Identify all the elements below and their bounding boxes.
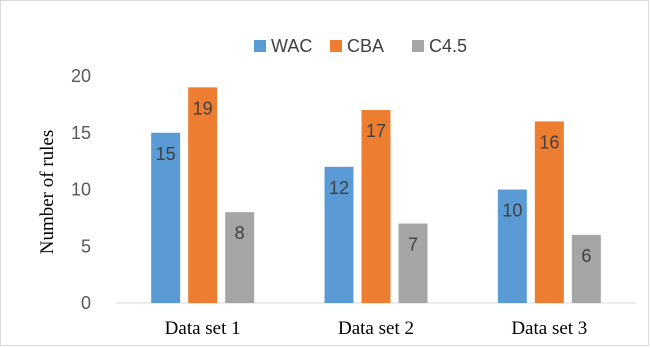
data-label: 8 [235, 223, 245, 243]
legend-label: WAC [271, 36, 312, 56]
y-tick-label: 10 [71, 180, 91, 200]
data-label: 12 [329, 178, 349, 198]
legend-swatch [330, 40, 342, 52]
bar-cba-1 [188, 87, 218, 303]
bars: 15 19 8 12 17 7 10 16 6 [151, 87, 601, 304]
bar-wac-1 [151, 132, 181, 303]
legend-swatch [254, 40, 266, 52]
bar-cba-3 [534, 121, 564, 304]
bar-wac-2 [324, 166, 354, 303]
legend-label: CBA [347, 36, 384, 56]
data-label: 17 [366, 121, 386, 141]
data-label: 19 [193, 98, 213, 118]
y-axis-label: Number of rules [37, 130, 58, 255]
data-label: 7 [408, 235, 418, 255]
legend-label: C4.5 [429, 36, 467, 56]
x-tick-label: Data set 3 [511, 318, 587, 339]
data-label: 15 [156, 144, 176, 164]
x-axis-ticks: Data set 1 Data set 2 Data set 3 [165, 318, 588, 339]
data-label: 6 [581, 246, 591, 266]
bar-c45-3 [571, 234, 601, 303]
legend: WAC CBA C4.5 [254, 36, 467, 56]
y-tick-label: 20 [71, 66, 91, 86]
x-tick-label: Data set 2 [338, 318, 414, 339]
x-tick-label: Data set 1 [165, 318, 241, 339]
bar-cba-2 [361, 110, 391, 303]
y-tick-label: 5 [81, 236, 91, 256]
data-label: 16 [539, 132, 559, 152]
y-axis-ticks: 0 5 10 15 20 [71, 66, 91, 313]
bar-wac-3 [497, 189, 527, 303]
y-tick-label: 0 [81, 293, 91, 313]
y-tick-label: 15 [71, 123, 91, 143]
bar-c45-2 [398, 223, 428, 303]
bar-c45-1 [225, 212, 255, 303]
data-label: 10 [502, 201, 522, 221]
legend-swatch [412, 40, 424, 52]
